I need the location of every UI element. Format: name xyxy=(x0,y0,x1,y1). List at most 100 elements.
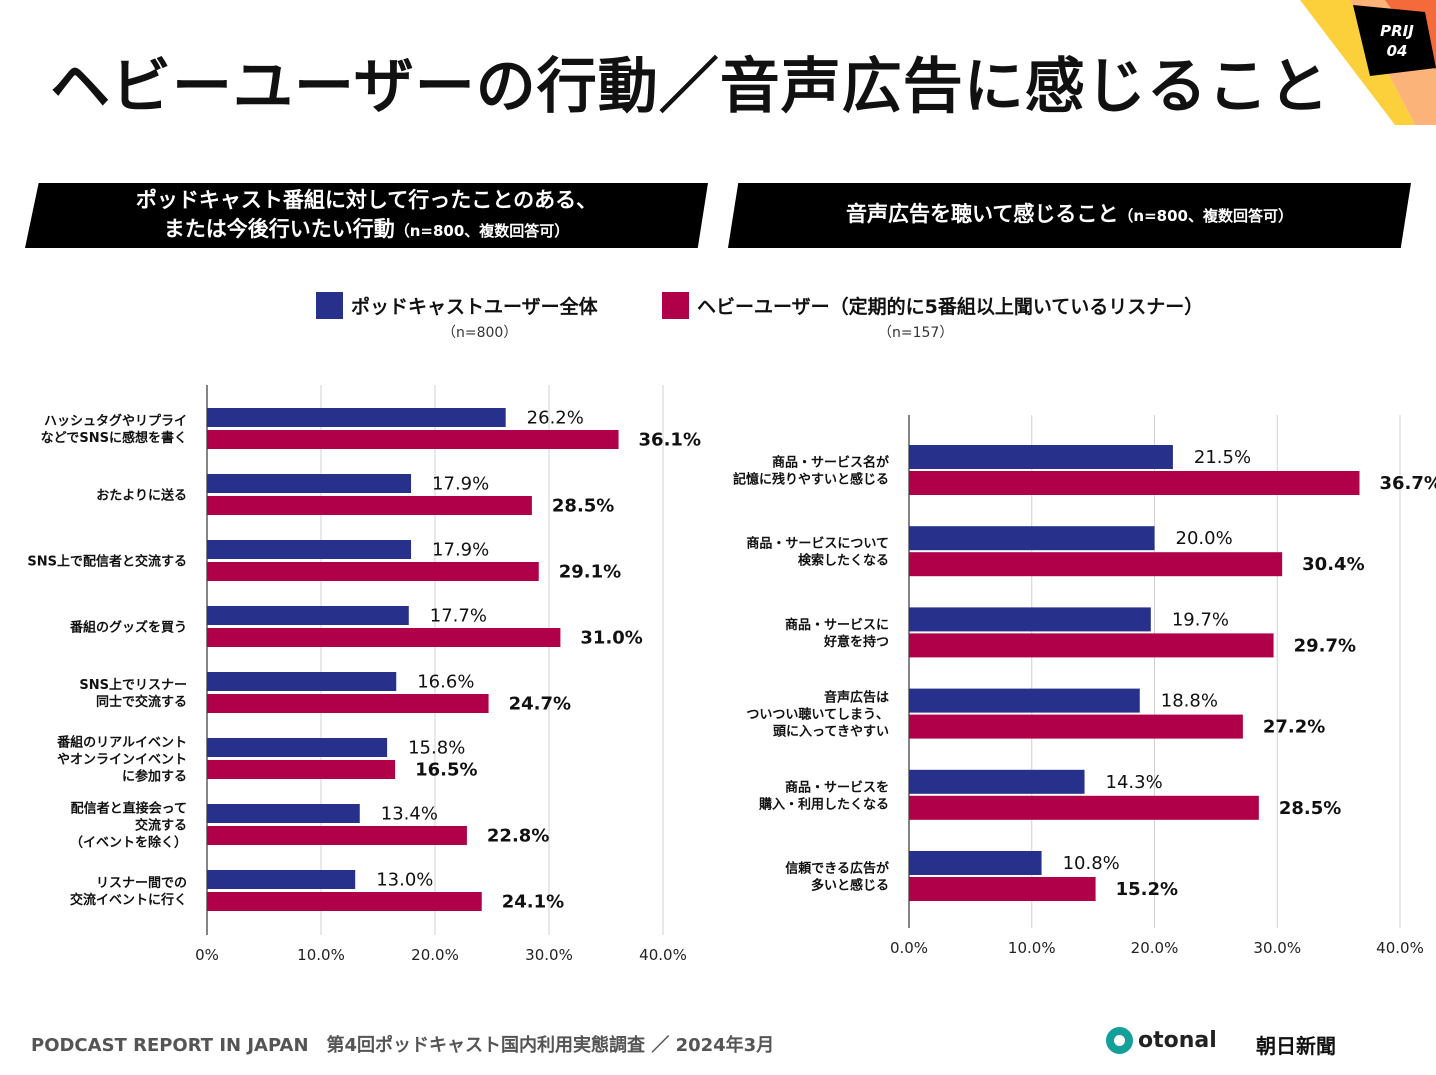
bar-heavy xyxy=(207,694,489,713)
data-label: 15.2% xyxy=(1116,879,1178,900)
banner-line: ポッドキャスト番組に対して行ったことのある、 xyxy=(135,187,598,212)
charts: 0% 10.0% 20.0% 30.0% 40.0% 26.2% 36.1% ハッシュタグやリ… xyxy=(27,385,1436,964)
category-label: リスナー間での xyxy=(96,876,187,891)
badge-number: 04 xyxy=(1387,42,1408,60)
data-label: 18.8% xyxy=(1161,691,1218,712)
data-label: 14.3% xyxy=(1106,772,1163,793)
tick-label: 10.0% xyxy=(297,946,345,964)
data-label: 13.0% xyxy=(376,870,433,891)
data-label: 17.9% xyxy=(432,474,489,495)
tick-label: 20.0% xyxy=(411,946,459,964)
bar-heavy xyxy=(909,633,1274,658)
bar-all xyxy=(909,607,1151,632)
data-label: 16.5% xyxy=(415,760,477,781)
category-label: SNS上で配信者と交流する xyxy=(27,554,187,570)
legend-n: （n=800） xyxy=(442,325,518,341)
bar-all xyxy=(207,738,388,757)
corner-decoration: PRIJ 04 xyxy=(1300,0,1436,125)
category-label: 信頼できる広告が xyxy=(785,861,889,877)
banner-line: または今後行いたい行動 xyxy=(163,216,395,241)
data-label: 19.7% xyxy=(1172,609,1229,630)
category-label: ハッシュタグやリプライ xyxy=(44,413,187,429)
data-label: 31.0% xyxy=(580,628,642,649)
bar-heavy xyxy=(207,562,539,581)
category-label: 多いと感じる xyxy=(811,878,889,894)
data-label: 28.5% xyxy=(552,496,614,517)
bar-all xyxy=(909,445,1173,469)
category-label: 購入・利用したくなる xyxy=(758,796,889,812)
category-label: 記憶に残りやすいと感じる xyxy=(733,472,889,488)
bar-all xyxy=(909,769,1085,794)
data-label: 36.1% xyxy=(639,430,701,451)
bar-all xyxy=(909,688,1140,713)
category-label: 商品・サービスについて xyxy=(746,536,889,552)
tick-label: 20.0% xyxy=(1131,939,1179,957)
bar-heavy xyxy=(909,552,1283,577)
otonal-text: otonal xyxy=(1138,1028,1217,1053)
bar-all xyxy=(207,408,506,427)
legend-item-all: ポッドキャストユーザー全体 xyxy=(316,292,598,319)
tick-label: 40.0% xyxy=(1376,939,1424,957)
bar-heavy xyxy=(207,628,561,647)
data-label: 15.8% xyxy=(408,738,465,759)
data-label: 10.8% xyxy=(1063,853,1120,874)
data-label: 17.9% xyxy=(432,540,489,561)
data-label: 21.5% xyxy=(1194,447,1251,468)
bar-heavy xyxy=(207,892,482,911)
bar-heavy xyxy=(909,714,1243,739)
category-label: 配信者と直接会って xyxy=(71,801,187,817)
category-label: 音声広告は xyxy=(824,690,889,706)
left-chart-banner: ポッドキャスト番組に対して行ったことのある、 または今後行いたい行動（n=800… xyxy=(25,183,708,248)
category-label: SNS上でリスナー xyxy=(79,678,187,693)
category-label: に参加する xyxy=(122,769,187,785)
footer: PODCAST REPORT IN JAPAN 第4回ポッドキャスト国内利用実態… xyxy=(31,1035,775,1056)
data-label: 24.7% xyxy=(509,694,571,715)
banner-line: 音声広告を聴いて感じること xyxy=(846,202,1119,226)
tick-label: 30.0% xyxy=(525,946,573,964)
category-label: 商品・サービス名が xyxy=(772,455,889,471)
tick-label: 40.0% xyxy=(639,946,687,964)
legend-swatch xyxy=(662,292,689,319)
data-label: 30.4% xyxy=(1302,554,1364,575)
asahi-logo: 朝日新聞 xyxy=(1256,1034,1336,1058)
data-label: 13.4% xyxy=(381,804,438,825)
tick-label: 0% xyxy=(195,946,219,964)
bar-all xyxy=(207,606,409,625)
data-label: 36.7% xyxy=(1379,473,1436,494)
data-label: 20.0% xyxy=(1176,528,1233,549)
bar-all xyxy=(207,804,360,823)
bar-all xyxy=(909,526,1155,551)
data-label: 16.6% xyxy=(417,672,474,693)
category-label: 検索したくなる xyxy=(798,553,889,569)
bar-heavy xyxy=(207,430,619,449)
right-chart-banner: 音声広告を聴いて感じること（n=800、複数回答可） xyxy=(728,183,1411,248)
bar-heavy xyxy=(909,471,1360,495)
bar-all xyxy=(909,851,1042,875)
bar-heavy xyxy=(207,496,532,515)
bar-all xyxy=(207,672,397,691)
bar-heavy xyxy=(207,826,467,845)
legend-n: （n=157） xyxy=(878,325,954,341)
category-label: 商品・サービスに xyxy=(785,617,889,633)
badge-text: PRIJ xyxy=(1380,22,1414,40)
data-label: 29.7% xyxy=(1294,635,1356,656)
data-label: 24.1% xyxy=(502,892,564,913)
category-label: おたよりに送る xyxy=(96,488,187,504)
data-label: 26.2% xyxy=(527,408,584,429)
bar-all xyxy=(207,870,356,889)
banner-note: （n=800、複数回答可） xyxy=(1118,207,1293,225)
tick-label: 10.0% xyxy=(1008,939,1056,957)
data-label: 27.2% xyxy=(1263,717,1325,738)
banner-note: （n=800、複数回答可） xyxy=(394,221,570,240)
data-label: 22.8% xyxy=(487,826,549,847)
legend-swatch xyxy=(316,292,343,319)
category-label: 好意を持つ xyxy=(823,634,889,650)
category-label: 交流する xyxy=(135,818,187,834)
page-title: ヘビーユーザーの行動／音声広告に感じること xyxy=(50,52,1330,122)
data-label: 29.1% xyxy=(559,562,621,583)
category-label: 番組のリアルイベント xyxy=(56,735,187,751)
tick-label: 30.0% xyxy=(1253,939,1301,957)
bar-all xyxy=(207,540,412,559)
category-label: 番組のグッズを買う xyxy=(69,620,187,636)
category-label: やオンラインイベント xyxy=(57,753,187,768)
